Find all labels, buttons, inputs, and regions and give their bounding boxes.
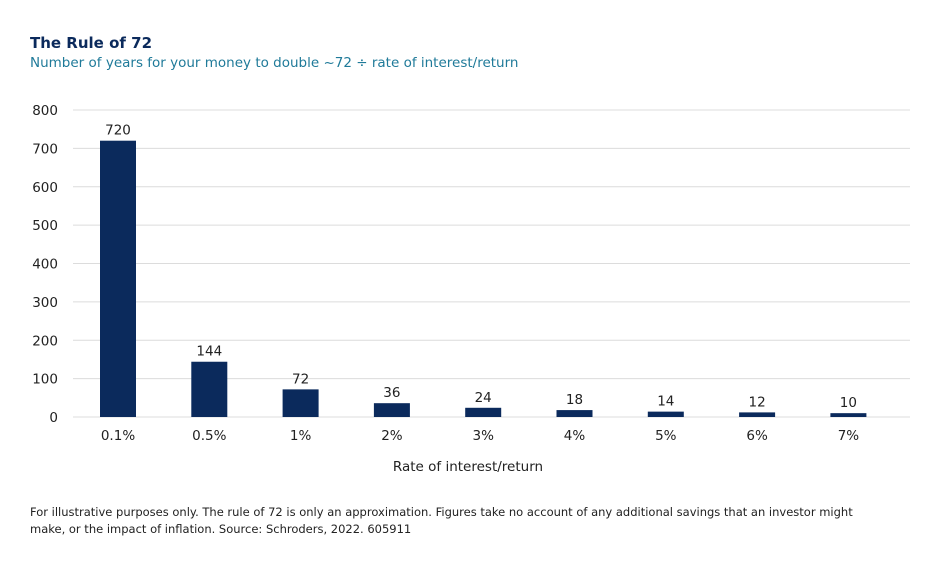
bar-7pct: [830, 413, 867, 417]
x-axis-ticks: 0.1% 0.5% 1% 2% 3% 4% 5% 6% 7%: [101, 428, 859, 444]
value-labels: 720 144 72 36 24 18 14 12 10: [105, 123, 857, 411]
x-tick-label: 0.5%: [192, 428, 226, 444]
y-tick-label: 300: [32, 295, 58, 311]
bar-3pct: [465, 407, 502, 417]
x-tick-label: 2%: [381, 428, 403, 444]
value-label: 14: [657, 394, 674, 410]
y-tick-label: 600: [32, 180, 58, 196]
y-tick-label: 800: [32, 103, 58, 119]
y-tick-label: 0: [49, 410, 58, 426]
value-label: 720: [105, 123, 131, 139]
value-label: 10: [840, 395, 857, 411]
x-tick-label: 4%: [564, 428, 586, 444]
value-label: 144: [196, 344, 222, 360]
chart-subtitle: Number of years for your money to double…: [30, 55, 519, 71]
y-tick-label: 700: [32, 141, 58, 157]
x-tick-label: 0.1%: [101, 428, 135, 444]
bar-0-5pct: [191, 361, 228, 417]
y-tick-label: 200: [32, 333, 58, 349]
chart-title: The Rule of 72: [30, 34, 152, 52]
y-tick-label: 100: [32, 372, 58, 388]
bar-6pct: [739, 412, 776, 417]
bar-4pct: [556, 410, 593, 417]
x-tick-label: 6%: [746, 428, 768, 444]
footnote: For illustrative purposes only. The rule…: [30, 505, 853, 536]
x-axis-label: Rate of interest/return: [393, 459, 543, 475]
bar-chart: 0 100 200 300 400 500 600 700 800 720 144 72 36 24 18…: [32, 103, 910, 475]
bar-2pct: [373, 403, 410, 417]
bar-1pct: [282, 389, 319, 417]
value-label: 72: [292, 371, 309, 387]
y-tick-label: 500: [32, 218, 58, 234]
value-label: 36: [383, 385, 400, 401]
value-label: 12: [749, 394, 766, 410]
bar-0-1pct: [100, 140, 136, 417]
x-tick-label: 3%: [472, 428, 494, 444]
value-label: 18: [566, 392, 583, 408]
y-tick-label: 400: [32, 257, 58, 273]
x-tick-label: 5%: [655, 428, 677, 444]
value-label: 24: [475, 390, 492, 406]
x-tick-label: 1%: [290, 428, 312, 444]
bars: [100, 140, 867, 417]
x-tick-label: 7%: [838, 428, 860, 444]
bar-5pct: [647, 411, 684, 417]
y-axis-ticks: 0 100 200 300 400 500 600 700 800: [32, 103, 58, 426]
